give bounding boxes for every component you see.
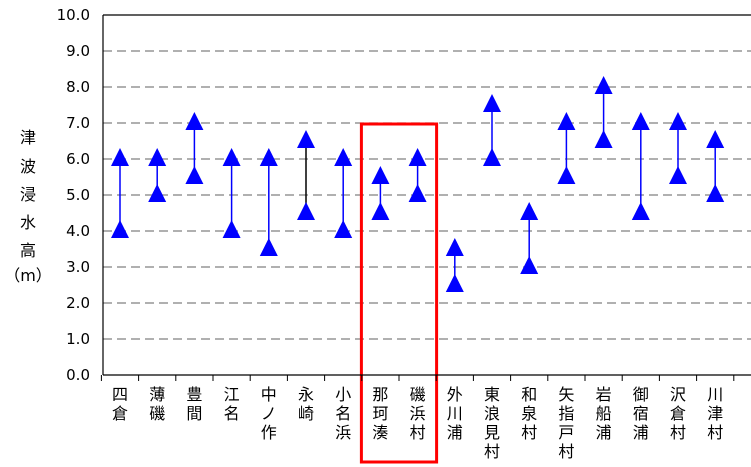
y-tick-label: 2.0 xyxy=(66,294,90,312)
y-tick-label: 4.0 xyxy=(66,222,90,240)
y-axis-label-char: 波 xyxy=(20,157,36,176)
low-marker xyxy=(297,202,315,220)
y-axis-label-char: 水 xyxy=(20,213,36,232)
category-label: 矢指戸村 xyxy=(558,385,574,461)
low-marker xyxy=(706,184,725,202)
high-marker xyxy=(631,112,650,130)
category-label: 小名浜 xyxy=(335,385,351,442)
high-marker xyxy=(185,112,204,130)
y-tick-label: 9.0 xyxy=(66,42,90,60)
high-marker xyxy=(371,166,390,184)
category-label: 江名 xyxy=(224,385,240,423)
low-marker xyxy=(557,166,576,184)
y-tick-label: 10.0 xyxy=(57,6,90,24)
low-marker xyxy=(631,202,650,220)
y-axis-label-char: （m） xyxy=(4,266,52,285)
category-label: 東浪見村 xyxy=(484,385,500,461)
low-marker xyxy=(371,202,390,220)
range-markers xyxy=(111,76,725,292)
low-marker xyxy=(111,220,129,238)
high-marker xyxy=(148,148,167,166)
category-label: 御宿浦 xyxy=(633,385,649,442)
low-marker xyxy=(520,256,539,274)
high-marker xyxy=(111,148,129,166)
y-axis-label-char: 津 xyxy=(20,128,36,147)
category-label: 岩船浦 xyxy=(596,385,612,442)
high-marker xyxy=(706,130,725,148)
category-label: 那珂湊 xyxy=(372,385,388,442)
category-label: 豊間 xyxy=(186,385,202,423)
low-marker xyxy=(148,184,167,202)
category-label: 磯浜村 xyxy=(410,385,426,442)
category-label: 川津村 xyxy=(707,385,723,442)
high-marker xyxy=(297,130,315,148)
low-marker xyxy=(594,130,613,148)
low-marker xyxy=(259,238,278,256)
category-label: 薄磯 xyxy=(149,385,165,423)
axes xyxy=(100,14,751,381)
y-tick-label: 7.0 xyxy=(66,114,90,132)
grid-lines xyxy=(103,50,751,340)
high-marker xyxy=(594,76,613,94)
category-label: 和泉村 xyxy=(521,385,537,442)
high-marker xyxy=(222,148,241,166)
high-marker xyxy=(259,148,278,166)
low-marker xyxy=(222,220,241,238)
category-label: 中ノ作 xyxy=(261,385,277,442)
y-tick-label: 1.0 xyxy=(66,330,90,348)
y-tick-label: 0.0 xyxy=(66,366,90,384)
high-marker xyxy=(445,238,464,256)
category-label: 外川浦 xyxy=(447,385,463,442)
category-label: 沢倉村 xyxy=(670,385,686,442)
y-tick-labels: 0.0 1.0 2.0 3.0 4.0 5.0 6.0 7.0 8.0 9.0 10.0 xyxy=(57,6,90,384)
low-marker xyxy=(445,274,464,292)
low-marker xyxy=(483,148,501,166)
high-marker xyxy=(669,112,687,130)
high-marker xyxy=(520,202,539,220)
high-marker xyxy=(408,148,427,166)
category-label: 永崎 xyxy=(298,385,314,423)
high-marker xyxy=(334,148,353,166)
y-tick-label: 3.0 xyxy=(66,258,90,276)
highlight-box xyxy=(359,122,439,464)
y-tick-label: 6.0 xyxy=(66,150,90,168)
low-marker xyxy=(334,220,353,238)
y-axis-label-char: 浸 xyxy=(20,185,36,204)
y-tick-label: 5.0 xyxy=(66,186,90,204)
y-axis-label-char: 高 xyxy=(20,241,36,260)
y-tick-label: 8.0 xyxy=(66,78,90,96)
high-marker xyxy=(483,94,501,112)
high-marker xyxy=(557,112,576,130)
highlight-rect xyxy=(359,122,439,464)
category-label: 四倉 xyxy=(112,385,128,423)
low-marker xyxy=(185,166,204,184)
low-marker xyxy=(408,184,427,202)
low-marker xyxy=(669,166,687,184)
